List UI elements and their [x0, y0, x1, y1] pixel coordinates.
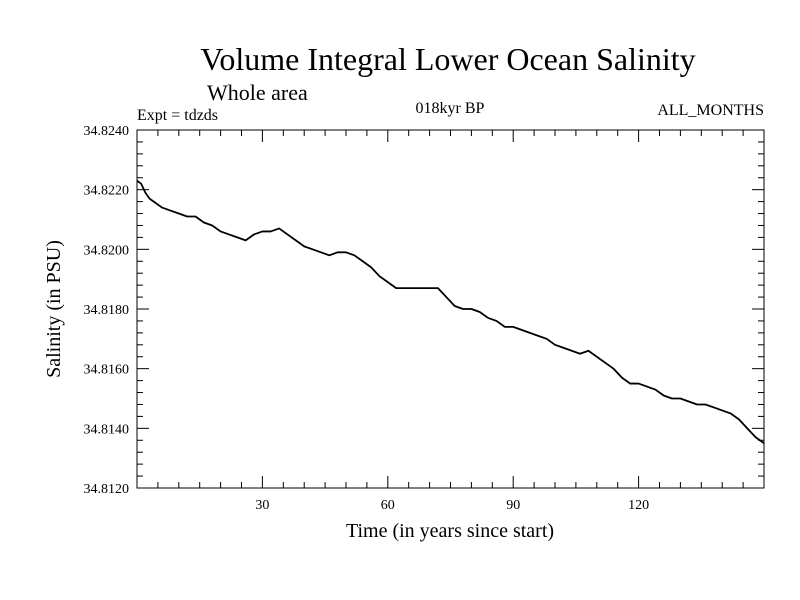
y-tick-label: 34.8220 — [84, 184, 130, 199]
x-tick-label: 90 — [506, 498, 520, 513]
x-tick-label: 60 — [381, 498, 395, 513]
x-tick-label: 30 — [255, 498, 269, 513]
axis-ticks — [137, 129, 764, 489]
chart-subtitle: Whole area — [207, 80, 308, 105]
chart-title: Volume Integral Lower Ocean Salinity — [200, 41, 695, 77]
y-tick-label: 34.8160 — [84, 363, 130, 378]
x-tick-label: 120 — [628, 498, 649, 513]
y-tick-label: 34.8120 — [84, 482, 130, 497]
x-axis-label: Time (in years since start) — [346, 520, 554, 542]
plot-frame — [136, 129, 765, 489]
x-tick-labels: 30 60 90 120 — [255, 498, 649, 513]
y-tick-labels: 34.8120 34.8140 34.8160 34.8180 34.8200 34.82… — [84, 124, 130, 497]
period-label: 018kyr BP — [416, 100, 485, 117]
months-label: ALL_MONTHS — [657, 102, 764, 119]
y-tick-label: 34.8240 — [84, 124, 130, 139]
y-axis-label: Salinity (in PSU) — [43, 240, 65, 378]
y-tick-label: 34.8200 — [84, 243, 130, 258]
series-line-salinity — [136, 179, 765, 444]
y-tick-label: 34.8140 — [84, 422, 130, 437]
y-tick-label: 34.8180 — [84, 303, 130, 318]
experiment-label: Expt = tdzds — [137, 107, 218, 124]
